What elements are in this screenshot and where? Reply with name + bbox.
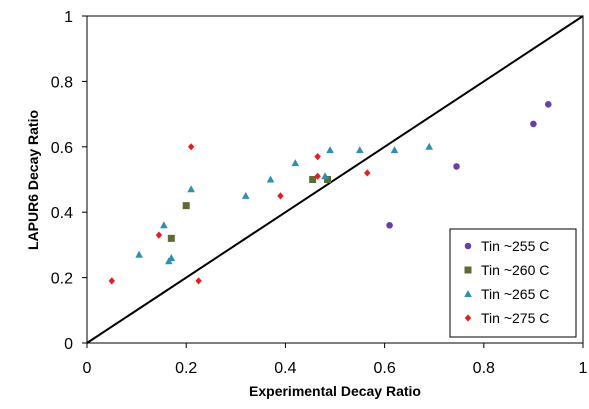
series-circle <box>386 100 552 229</box>
data-point <box>187 143 195 151</box>
x-tick-label: 0 <box>83 360 92 377</box>
series-diamond <box>108 143 371 285</box>
data-point <box>160 221 168 229</box>
data-point <box>155 231 163 239</box>
y-tick-label: 1 <box>64 9 73 26</box>
series-triangle <box>135 142 434 265</box>
data-point <box>108 277 115 285</box>
legend-label: Tin ~275 C <box>481 310 549 326</box>
x-tick-label: 0.6 <box>373 360 395 377</box>
data-point <box>135 250 143 258</box>
data-points <box>108 100 552 285</box>
data-point <box>386 221 393 229</box>
data-point <box>544 100 552 108</box>
data-point <box>425 142 434 150</box>
data-point <box>167 234 175 242</box>
data-point <box>277 192 284 200</box>
y-tick-label: 0 <box>64 336 73 353</box>
legend-item: Tin ~265 C <box>464 286 549 302</box>
x-tick-label: 0.2 <box>175 360 197 377</box>
data-point <box>291 159 300 167</box>
legend-label: Tin ~265 C <box>481 286 549 302</box>
y-tick-label: 0.4 <box>51 205 73 222</box>
legend-marker <box>464 266 472 274</box>
legend-item: Tin ~260 C <box>464 262 549 278</box>
legend-marker <box>464 242 472 250</box>
data-point <box>321 172 329 180</box>
legend-marker <box>464 290 472 297</box>
legend-items: Tin ~255 C Tin ~260 C Tin ~265 C Tin ~275 C <box>464 238 549 326</box>
legend: Tin ~255 C Tin ~260 C Tin ~265 C Tin ~275 C <box>449 228 577 338</box>
data-point <box>530 120 537 128</box>
y-tick-label: 0.2 <box>51 271 73 288</box>
y-axis-title: LAPUR6 Decay Ratio <box>25 110 41 250</box>
data-point <box>364 169 371 177</box>
data-point <box>390 146 399 154</box>
axis-ticks: 0 0.2 0.4 0.6 0.8 1 0 0.2 0.4 0.6 0.8 1 <box>51 9 588 377</box>
y-tick-label: 0.6 <box>51 140 73 157</box>
data-point <box>314 172 321 180</box>
data-point <box>326 146 334 154</box>
data-point <box>266 175 275 183</box>
data-point <box>195 277 202 285</box>
legend-item: Tin ~255 C <box>464 238 549 254</box>
data-point <box>309 176 317 183</box>
data-point <box>167 253 176 261</box>
data-point <box>241 191 250 199</box>
data-point <box>314 153 321 161</box>
x-axis-title: Experimental Decay Ratio <box>249 383 421 399</box>
y-tick-label: 0.8 <box>51 74 73 91</box>
x-tick-label: 0.8 <box>473 360 495 377</box>
legend-label: Tin ~255 C <box>481 238 549 254</box>
reference-line-group <box>86 15 584 344</box>
data-point <box>324 176 332 183</box>
reference-line <box>86 15 584 344</box>
data-point <box>182 202 190 210</box>
legend-marker <box>464 314 472 322</box>
series-square <box>167 176 332 242</box>
legend-label: Tin ~260 C <box>481 262 549 278</box>
x-tick-label: 0.4 <box>274 360 296 377</box>
data-point <box>187 185 195 193</box>
data-point <box>356 146 364 154</box>
x-tick-label: 1 <box>579 360 588 377</box>
data-point <box>453 163 460 170</box>
legend-item: Tin ~275 C <box>464 310 549 326</box>
